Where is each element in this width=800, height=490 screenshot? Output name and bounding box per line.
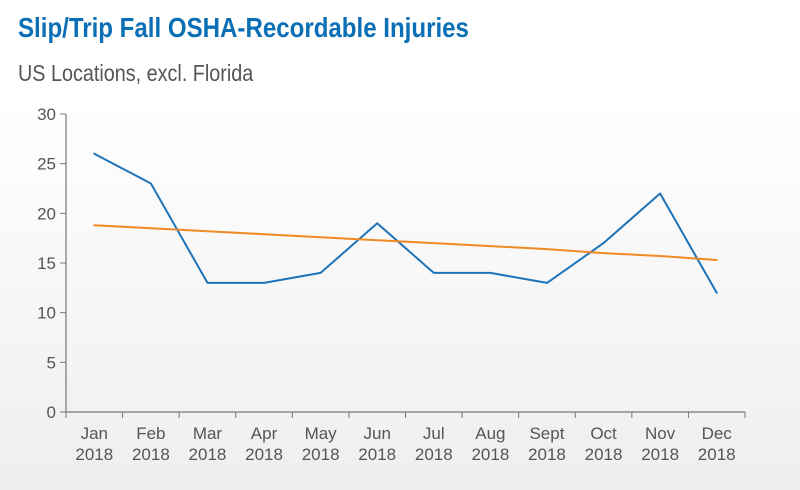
y-tick-label: 25 [37, 155, 56, 174]
x-tick-label-month: May [305, 424, 338, 443]
x-tick-label-month: Sept [529, 424, 564, 443]
x-tick-label-month: Jan [81, 424, 108, 443]
y-tick-label: 0 [47, 403, 56, 422]
x-tick-label-year: 2018 [75, 445, 113, 464]
x-tick-label-month: Jul [423, 424, 445, 443]
x-tick-label-year: 2018 [245, 445, 283, 464]
x-tick-label-year: 2018 [415, 445, 453, 464]
series-lines [93, 152, 718, 294]
x-tick-label-month: Jun [363, 424, 390, 443]
x-tick-label-month: Feb [136, 424, 165, 443]
y-tick-label: 5 [47, 353, 56, 372]
x-axis-ticks: Jan 2018 Feb 2018 Mar 2018 Apr 2018 May 2018 Jun 20… [65, 412, 746, 464]
x-tick-label-month: Oct [590, 424, 617, 443]
chart-subtitle: US Locations, excl. Florida [18, 60, 254, 86]
x-tick-label-month: Dec [702, 424, 733, 443]
y-tick-label: 30 [37, 105, 56, 124]
x-tick-label-year: 2018 [641, 445, 679, 464]
chart-title: Slip/Trip Fall OSHA-Recordable Injuries [18, 12, 469, 43]
x-tick-label-month: Aug [475, 424, 505, 443]
series-line-injuries [93, 152, 718, 294]
x-tick-label-year: 2018 [585, 445, 623, 464]
y-axis-ticks: 0 5 10 15 20 25 30 [37, 105, 66, 422]
x-tick-label-month: Mar [193, 424, 223, 443]
x-tick-label-year: 2018 [358, 445, 396, 464]
series-line-trend [93, 224, 718, 261]
y-tick-label: 10 [37, 304, 56, 323]
x-tick-label-year: 2018 [698, 445, 736, 464]
y-tick-label: 20 [37, 204, 56, 223]
x-tick-label-year: 2018 [189, 445, 227, 464]
x-tick-label-month: Nov [645, 424, 676, 443]
y-tick-label: 15 [37, 254, 56, 273]
x-tick-label-year: 2018 [471, 445, 509, 464]
x-tick-label-month: Apr [251, 424, 278, 443]
chart-axes [65, 114, 745, 413]
x-tick-label-year: 2018 [528, 445, 566, 464]
x-tick-label-year: 2018 [132, 445, 170, 464]
x-tick-label-year: 2018 [302, 445, 340, 464]
